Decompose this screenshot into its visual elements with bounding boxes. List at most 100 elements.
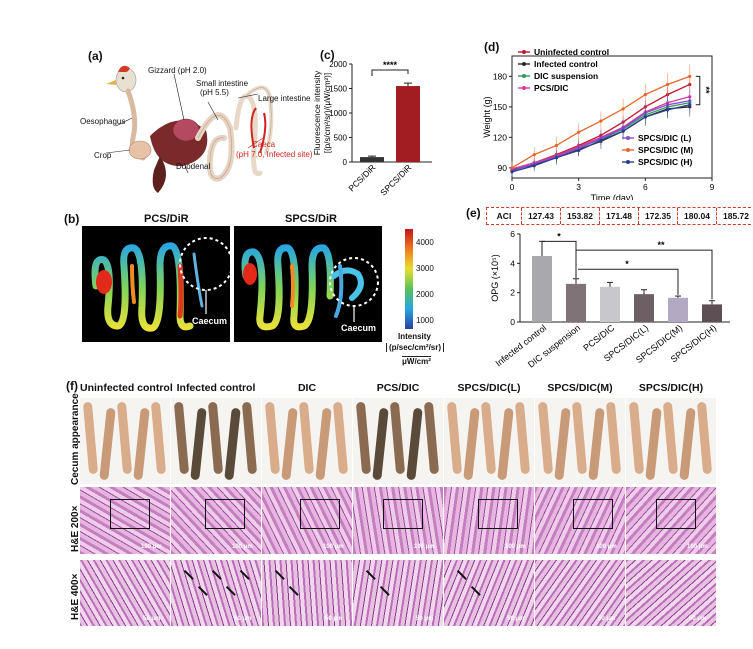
weight-line-chart: 90 120 150 180 0 3 6 9 Time (day) Weight (g) ** Uni… <box>482 47 715 200</box>
significance-marker: **** <box>383 60 398 70</box>
bar <box>566 283 586 322</box>
significance-bracket <box>695 75 701 106</box>
legend-marker <box>626 136 630 140</box>
bar-pcsdir <box>360 157 384 162</box>
imaging-title-spcs: SPCS/DiR <box>285 213 337 225</box>
aci-value: 153.82 <box>561 208 600 224</box>
label-large-intestine: Large intestine <box>258 94 311 103</box>
intensity-colorbar <box>405 229 413 329</box>
aci-value: 185.72 <box>723 211 749 221</box>
legend-entry: DIC suspension <box>534 71 598 81</box>
scale-bar-label: 100 μm <box>414 544 435 550</box>
series-point <box>665 108 670 112</box>
x-tick-label: 3 <box>576 182 581 192</box>
y-axis-label-unit: [(p/s/cm²/sr)/(μW/cm²)] <box>323 73 332 153</box>
colorbar-tick-2000: 2000 <box>416 290 434 299</box>
panel-f-label: (f) <box>66 379 78 393</box>
y-tick-label: 2 <box>510 288 515 298</box>
panel-a-label: (a) <box>88 49 103 63</box>
scale-bar-label: 100 μm <box>141 544 162 550</box>
aci-header: ACI <box>487 208 522 224</box>
scale-bar-label: 50 μm <box>325 616 343 622</box>
series-point <box>643 115 647 119</box>
series-point <box>643 93 647 97</box>
y-tick-label: 500 <box>334 134 348 143</box>
intensity-unit-line2: μW/cm² <box>402 356 431 366</box>
significance-marker: * <box>625 259 629 269</box>
y-tick-label: 1000 <box>329 109 347 118</box>
significance-marker: ** <box>701 87 711 95</box>
column-header: SPCS/DIC(M) <box>547 382 613 394</box>
he-400x-section: 50 μm <box>262 560 352 626</box>
x-tick-label: 0 <box>510 182 515 192</box>
label-small-intestine-1: Small intestine <box>196 79 249 88</box>
series-point <box>532 153 536 157</box>
x-tick-label: SPCS/DiR <box>378 162 413 197</box>
significance-bracket-2 <box>575 249 713 300</box>
caecum-label-left: Caecum <box>192 316 228 326</box>
legend-entry: Uninfected control <box>534 47 609 57</box>
aci-value: 127.43 <box>522 208 561 224</box>
he-400x-section: 50 μm <box>353 560 443 626</box>
scale-bar-label: 50 μm <box>416 616 434 622</box>
column-header: SPCS/DIC(H) <box>638 382 704 394</box>
he-400x-section: 50 μm <box>535 560 625 626</box>
scale-bar-label: 50 μm <box>234 616 252 622</box>
y-tick-label: 150 <box>493 102 507 112</box>
label-caeca-1: Caeca <box>252 140 276 149</box>
scale-bar-label: 100 μm <box>596 544 617 550</box>
bar <box>634 294 654 322</box>
legend-entry: PCS/DIC <box>534 83 568 93</box>
y-tick-label: 120 <box>493 132 507 142</box>
label-caeca-2: (pH 7.0, Infected site) <box>236 150 313 159</box>
scale-bar-label: 100 μm <box>323 544 344 550</box>
label-crop: Crop <box>94 151 112 160</box>
fluorescence-bar-chart: 0 500 1000 1500 2000 PCS/DiR SPCS/DiR **** Fluor… <box>312 60 432 197</box>
he-200x-section: 100 μm <box>80 487 170 554</box>
series-point <box>688 74 692 78</box>
series-point <box>577 130 581 134</box>
cecum-photo <box>626 398 716 484</box>
bar-spcsdir <box>396 86 420 162</box>
series-point <box>599 138 603 142</box>
plot-frame <box>511 55 713 179</box>
he-200x-section: 100 μm <box>262 487 352 554</box>
legend-marker <box>626 148 630 152</box>
legend-entry: SPCS/DIC (M) <box>638 145 693 155</box>
scale-bar-label: 100 μm <box>687 544 708 550</box>
scale-bar-label: 100 μm <box>505 544 526 550</box>
colorbar-tick-3000: 3000 <box>416 264 434 273</box>
legend-marker <box>522 86 526 90</box>
legend-entry: SPCS/DIC (L) <box>638 133 692 143</box>
cecum-photo <box>535 398 625 484</box>
series-point <box>532 164 536 168</box>
x-axis-label: Time (day) <box>591 193 634 200</box>
he-200x-section: 100 μm <box>626 487 716 554</box>
label-oesophagus: Oesophagus <box>80 117 126 126</box>
caecum-circle-left <box>179 237 233 291</box>
panel-b-label: (b) <box>64 212 80 226</box>
he-400x-section: 50 μm <box>80 560 170 626</box>
legend-marker <box>522 74 526 78</box>
intensity-unit-line1: (p/sec/cm²/sr) <box>386 343 445 352</box>
y-tick-label: 2000 <box>329 60 347 69</box>
legend-marker <box>626 160 630 164</box>
legend-entry: SPCS/DIC (H) <box>638 157 692 167</box>
series-point <box>510 166 514 170</box>
column-header: Uninfected control <box>80 382 173 394</box>
column-header: PCS/DIC <box>376 382 420 394</box>
significance-marker: * <box>557 231 561 241</box>
legend-entry: Infected control <box>534 59 598 69</box>
he-400x-section: 50 μm <box>171 560 261 626</box>
scale-bar-label: 50 μm <box>143 616 161 622</box>
label-small-intestine-2: (pH 5.5) <box>200 88 229 97</box>
series-point <box>621 129 625 133</box>
cecum-photo <box>353 398 443 484</box>
bar <box>532 256 552 322</box>
digestive-tract-illustration <box>105 65 274 193</box>
significance-marker: ** <box>657 240 665 250</box>
he-400x-section: 50 μm <box>444 560 534 626</box>
panel-c-label: (c) <box>320 48 335 62</box>
series-point <box>599 119 603 123</box>
